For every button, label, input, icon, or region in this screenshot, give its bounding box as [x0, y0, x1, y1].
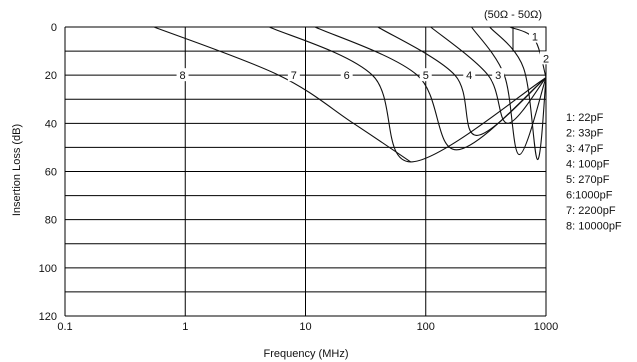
y-tick-label: 60 — [45, 167, 57, 179]
legend-entry: 3: 47pF — [566, 143, 604, 155]
curve-label: 3 — [495, 70, 501, 82]
curve-2 — [489, 26, 547, 161]
x-axis-title: Frequency (MHz) — [264, 348, 349, 360]
legend-entry: 4: 100pF — [566, 159, 610, 171]
legend-entry: 2: 33pF — [566, 128, 604, 140]
curve-label-bg — [287, 68, 300, 82]
curve-8 — [153, 26, 412, 163]
x-tick-label: 1000 — [534, 321, 558, 333]
y-tick-label: 120 — [39, 311, 57, 323]
y-tick-label: 0 — [51, 22, 57, 34]
curve-label-bg — [492, 68, 505, 82]
capacitance-legend: 1: 22pF 2: 33pF 3: 47pF 4: 100pF 5: 270pF 6:1… — [566, 112, 622, 233]
legend-entry: 5: 270pF — [566, 174, 610, 186]
curve-label-bg — [463, 68, 476, 82]
legend-entry: 8: 10000pF — [566, 221, 622, 233]
curve-5 — [377, 26, 547, 136]
curve-label-bg — [540, 51, 552, 65]
curve-label: 7 — [291, 70, 297, 82]
y-axis-title: Insertion Loss (dB) — [11, 124, 23, 216]
curve-label: 5 — [423, 70, 429, 82]
x-tick-label: 1 — [182, 321, 188, 333]
grid — [64, 26, 547, 317]
tick-labels: 0.1 1 10 100 1000 0 20 40 60 80 100 120 — [39, 22, 559, 333]
curve-label: 4 — [466, 70, 472, 82]
curve-label: 1 — [532, 32, 538, 44]
curve-label-bg — [340, 68, 353, 82]
curve-6 — [314, 26, 547, 151]
legend-entry: 1: 22pF — [566, 112, 604, 124]
curve-3 — [471, 26, 547, 156]
x-tick-label: 10 — [299, 321, 311, 333]
y-tick-label: 80 — [45, 215, 57, 227]
curve-label-bg — [528, 29, 541, 43]
y-tick-label: 100 — [39, 263, 57, 275]
x-tick-label: 100 — [417, 321, 435, 333]
curve-label-bg — [176, 68, 189, 82]
curve-label: 6 — [344, 70, 350, 82]
y-tick-label: 20 — [45, 70, 57, 82]
y-tick-label: 40 — [45, 118, 57, 130]
curve-7 — [269, 26, 547, 163]
curve-labels: 12 3 4 5 6 7 8 — [176, 29, 552, 82]
curve-label: 2 — [543, 53, 549, 65]
legend-entry: 7: 2200pF — [566, 205, 616, 217]
impedance-annotation: (50Ω - 50Ω) — [484, 9, 542, 21]
curves — [153, 26, 547, 163]
x-tick-label: 0.1 — [57, 321, 72, 333]
curve-label: 8 — [180, 70, 186, 82]
curve-4 — [430, 26, 547, 124]
curve-label-bg — [419, 68, 432, 82]
annotation-box — [512, 26, 547, 52]
legend-entry: 6:1000pF — [566, 190, 613, 202]
